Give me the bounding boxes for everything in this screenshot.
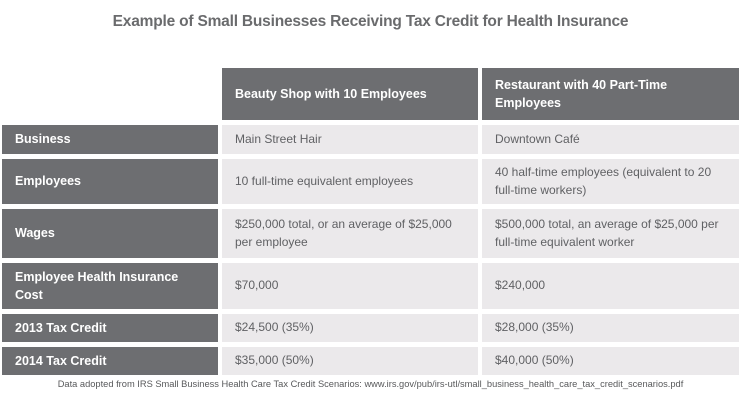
data-source-footnote: Data adopted from IRS Small Business Hea…: [57, 379, 684, 389]
cell-employees-beauty-shop: 10 full-time equivalent employees: [222, 159, 478, 204]
tax-credit-comparison-table: Beauty Shop with 10 Employees Restaurant…: [2, 68, 739, 375]
column-header-beauty-shop: Beauty Shop with 10 Employees: [222, 68, 478, 120]
cell-wages-beauty-shop: $250,000 total, or an average of $25,000…: [222, 209, 478, 258]
cell-2013-tax-credit-restaurant: $28,000 (35%): [482, 314, 739, 342]
cell-business-beauty-shop: Main Street Hair: [222, 125, 478, 154]
cell-employees-restaurant: 40 half-time employees (equivalent to 20…: [482, 159, 739, 204]
row-label-business: Business: [2, 125, 218, 154]
column-header-restaurant: Restaurant with 40 Part-Time Employees: [482, 68, 739, 120]
cell-wages-restaurant: $500,000 total, an average of $25,000 pe…: [482, 209, 739, 258]
cell-insurance-cost-restaurant: $240,000: [482, 263, 739, 309]
row-label-employees: Employees: [2, 159, 218, 204]
cell-2014-tax-credit-beauty-shop: $35,000 (50%): [222, 347, 478, 375]
row-label-2014-tax-credit: 2014 Tax Credit: [2, 347, 218, 375]
cell-2014-tax-credit-restaurant: $40,000 (50%): [482, 347, 739, 375]
cell-insurance-cost-beauty-shop: $70,000: [222, 263, 478, 309]
row-label-wages: Wages: [2, 209, 218, 258]
cell-2013-tax-credit-beauty-shop: $24,500 (35%): [222, 314, 478, 342]
cell-business-restaurant: Downtown Café: [482, 125, 739, 154]
row-label-2013-tax-credit: 2013 Tax Credit: [2, 314, 218, 342]
row-label-insurance-cost: Employee Health Insurance Cost: [2, 263, 218, 309]
page-title: Example of Small Businesses Receiving Ta…: [112, 13, 629, 30]
table-corner-spacer: [2, 68, 218, 120]
